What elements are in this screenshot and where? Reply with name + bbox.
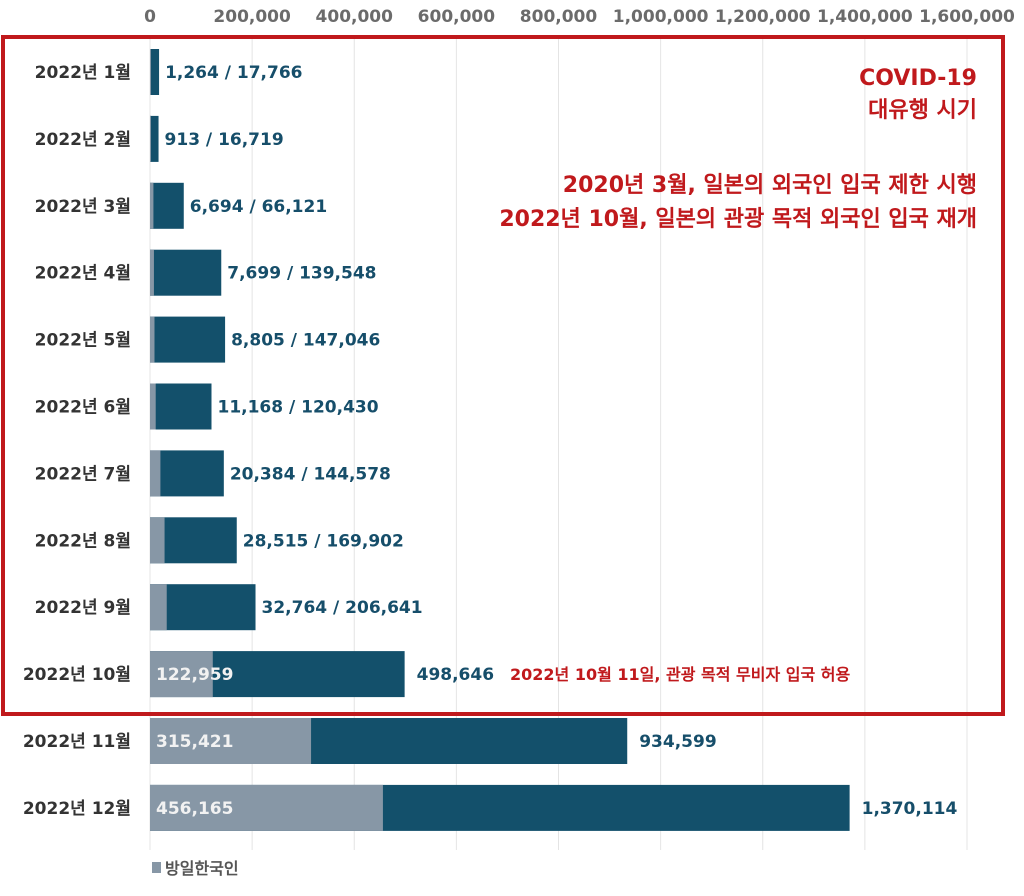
legend-label: 방일한국인	[165, 859, 239, 878]
category-label: 2022년 12월	[23, 799, 131, 819]
bar-total	[150, 383, 212, 430]
bar-korean	[150, 115, 151, 162]
bar-korean	[150, 517, 165, 564]
data-label: 498,646	[417, 665, 494, 685]
x-tick-label: 0	[144, 7, 156, 27]
x-tick-label: 1,200,000	[715, 7, 811, 27]
data-label: 1,264 / 17,766	[165, 63, 302, 83]
data-label: 1,370,114	[862, 799, 958, 819]
data-label: 934,599	[639, 732, 716, 752]
inner-data-label: 122,959	[156, 665, 233, 685]
bar-total	[150, 584, 256, 631]
category-label: 2022년 9월	[35, 598, 131, 618]
category-label: 2022년 11월	[23, 732, 131, 752]
bar-korean	[150, 49, 151, 95]
bar-korean	[150, 182, 154, 229]
bar-korean	[150, 316, 155, 363]
category-label: 2022년 4월	[35, 264, 131, 284]
x-tick-label: 600,000	[418, 7, 496, 27]
policy-note: 2022년 10월, 일본의 관광 목적 외국인 입국 재개	[499, 207, 977, 232]
x-tick-label: 800,000	[520, 7, 598, 27]
bar-korean	[150, 249, 154, 296]
bar-korean	[150, 718, 312, 764]
inner-data-label: 456,165	[156, 799, 233, 819]
bar-korean	[150, 383, 156, 430]
bar-korean	[150, 651, 213, 698]
category-label: 2022년 10월	[23, 665, 131, 685]
bar-total	[150, 450, 224, 497]
x-tick-label: 1,000,000	[613, 7, 709, 27]
bar-total	[150, 249, 222, 296]
x-tick-label: 1,600,000	[919, 7, 1015, 27]
data-label: 11,168 / 120,430	[217, 398, 378, 418]
covid-subtitle: 대유행 시기	[868, 98, 977, 123]
covid-period-box	[1, 35, 1005, 716]
data-label: 20,384 / 144,578	[230, 464, 391, 484]
bar-total	[150, 115, 159, 162]
category-label: 2022년 5월	[35, 331, 131, 351]
october-note: 2022년 10월 11일, 관광 목적 무비자 입국 허용	[510, 665, 850, 684]
category-label: 2022년 6월	[35, 398, 131, 418]
bar-total	[150, 316, 226, 363]
data-label: 7,699 / 139,548	[227, 264, 376, 284]
x-tick-label: 200,000	[213, 7, 291, 27]
inner-data-label: 315,421	[156, 732, 233, 752]
category-label: 2022년 8월	[35, 531, 131, 551]
data-label: 913 / 16,719	[165, 130, 284, 150]
category-label: 2022년 7월	[35, 464, 131, 484]
bar-total	[150, 182, 184, 229]
policy-note: 2020년 3월, 일본의 외국인 입국 제한 시행	[563, 173, 977, 198]
bar-korean	[150, 450, 161, 497]
data-label: 6,694 / 66,121	[190, 197, 327, 217]
data-label: 8,805 / 147,046	[231, 331, 380, 351]
data-label: 28,515 / 169,902	[243, 531, 404, 551]
bar-korean	[150, 584, 167, 631]
data-label: 32,764 / 206,641	[262, 598, 423, 618]
category-label: 2022년 2월	[35, 130, 131, 150]
covid-title: COVID-19	[859, 66, 977, 91]
x-tick-label: 400,000	[316, 7, 394, 27]
legend-swatch	[152, 862, 161, 873]
bar-total	[150, 49, 160, 95]
category-label: 2022년 1월	[35, 63, 131, 83]
x-tick-label: 1,400,000	[817, 7, 913, 27]
bar-korean	[150, 784, 383, 831]
category-label: 2022년 3월	[35, 197, 131, 217]
